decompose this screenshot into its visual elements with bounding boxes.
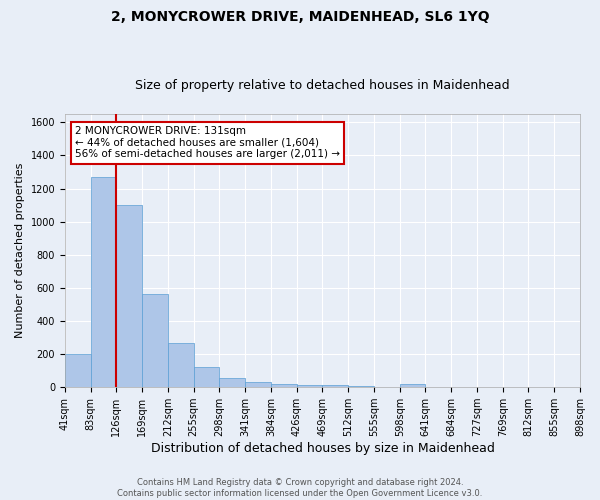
X-axis label: Distribution of detached houses by size in Maidenhead: Distribution of detached houses by size … [151, 442, 494, 455]
Bar [91, 177, 116, 387]
Bar [220, 378, 245, 387]
Text: 2, MONYCROWER DRIVE, MAIDENHEAD, SL6 1YQ: 2, MONYCROWER DRIVE, MAIDENHEAD, SL6 1YQ [110, 10, 490, 24]
Bar [322, 385, 348, 387]
Bar [194, 368, 220, 387]
Bar [142, 294, 168, 387]
Text: 2 MONYCROWER DRIVE: 131sqm
← 44% of detached houses are smaller (1,604)
56% of s: 2 MONYCROWER DRIVE: 131sqm ← 44% of deta… [75, 126, 340, 160]
Bar [168, 344, 194, 387]
Bar [271, 384, 296, 387]
Text: Contains HM Land Registry data © Crown copyright and database right 2024.
Contai: Contains HM Land Registry data © Crown c… [118, 478, 482, 498]
Bar [296, 384, 322, 387]
Bar [65, 354, 91, 387]
Y-axis label: Number of detached properties: Number of detached properties [15, 163, 25, 338]
Bar [245, 382, 271, 387]
Bar [400, 384, 425, 387]
Bar [116, 205, 142, 387]
Bar [348, 386, 374, 387]
Title: Size of property relative to detached houses in Maidenhead: Size of property relative to detached ho… [135, 79, 510, 92]
